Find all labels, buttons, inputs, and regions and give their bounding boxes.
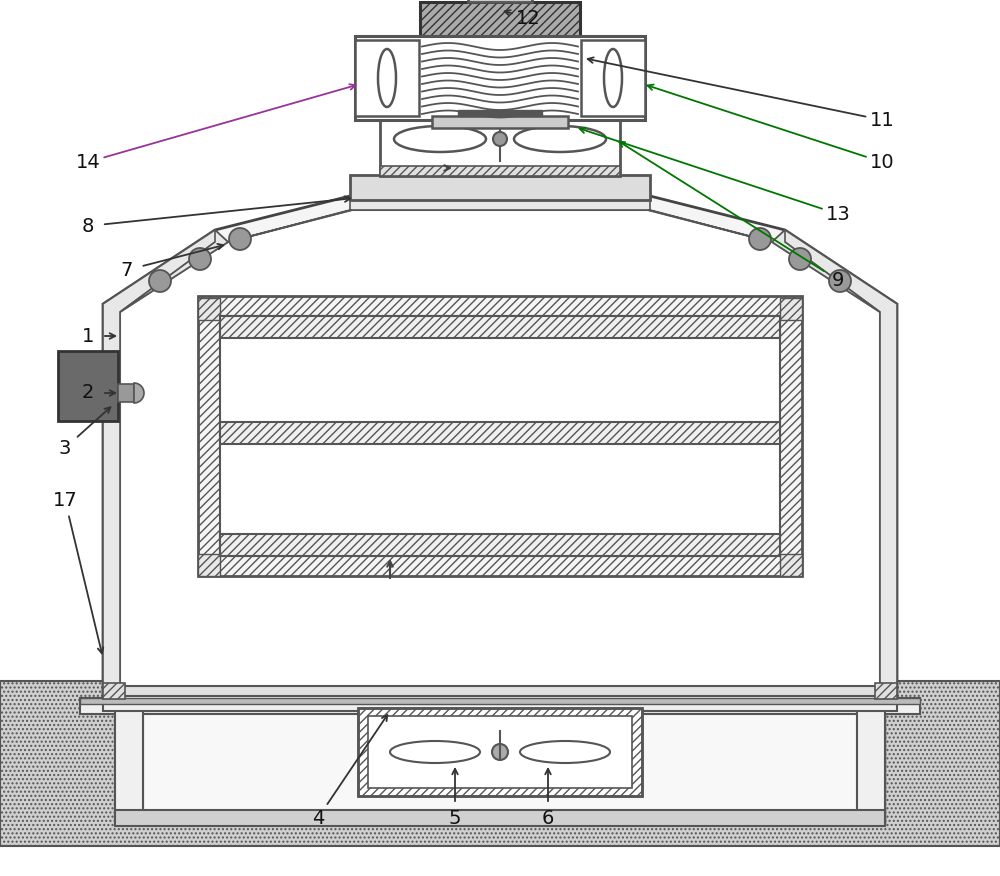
Polygon shape [120, 210, 880, 694]
Bar [358, 708, 642, 796]
Bar [220, 534, 780, 556]
Polygon shape [772, 230, 897, 694]
Bar [380, 98, 620, 176]
Bar [857, 701, 885, 821]
Polygon shape [350, 196, 650, 210]
Bar [581, 40, 645, 116]
Bar [103, 686, 897, 698]
Text: 1: 1 [82, 327, 94, 345]
Bar [220, 316, 780, 556]
Text: 12: 12 [516, 9, 540, 27]
Bar [115, 810, 885, 826]
Bar [198, 298, 220, 320]
Bar [450, 148, 550, 176]
Text: 10: 10 [870, 152, 894, 172]
Bar [115, 701, 143, 821]
Circle shape [829, 270, 851, 292]
Text: 11: 11 [870, 110, 894, 130]
Circle shape [789, 248, 811, 270]
Text: 7: 7 [121, 260, 133, 279]
Bar [103, 696, 897, 711]
Bar [220, 316, 780, 338]
Bar [468, 0, 532, 2]
Ellipse shape [390, 741, 480, 763]
Ellipse shape [514, 126, 606, 152]
Polygon shape [103, 196, 897, 698]
Ellipse shape [394, 126, 486, 152]
Bar [80, 698, 920, 714]
Bar [380, 166, 620, 176]
Text: 4: 4 [312, 809, 324, 828]
Bar [780, 298, 802, 320]
Ellipse shape [520, 741, 610, 763]
Bar [58, 351, 118, 421]
Text: 3: 3 [59, 439, 71, 457]
Circle shape [749, 228, 771, 250]
Text: 8: 8 [82, 216, 94, 236]
Bar [115, 704, 885, 824]
Polygon shape [120, 210, 352, 312]
Circle shape [493, 132, 507, 146]
Bar [358, 708, 642, 796]
Text: 9: 9 [832, 271, 844, 289]
Bar [143, 698, 857, 810]
Bar [198, 554, 220, 576]
Text: 13: 13 [826, 204, 850, 223]
Wedge shape [134, 383, 144, 403]
Circle shape [149, 270, 171, 292]
Text: 2: 2 [82, 384, 94, 402]
Bar [355, 40, 419, 116]
Bar [355, 36, 645, 120]
Bar [350, 175, 650, 200]
Bar [118, 384, 134, 402]
Text: 5: 5 [449, 809, 461, 828]
Ellipse shape [604, 49, 622, 107]
Text: 14: 14 [76, 152, 100, 172]
Bar [458, 110, 542, 116]
Circle shape [189, 248, 211, 270]
Polygon shape [103, 230, 228, 694]
Polygon shape [648, 210, 880, 312]
Bar [0, 681, 1000, 846]
Bar [80, 698, 920, 704]
Circle shape [492, 744, 508, 760]
Bar [875, 683, 897, 699]
Bar [380, 98, 620, 108]
Bar [368, 716, 632, 788]
Ellipse shape [378, 49, 396, 107]
Text: 6: 6 [542, 809, 554, 828]
Text: 17: 17 [53, 491, 77, 510]
Circle shape [229, 228, 251, 250]
Bar [420, 2, 580, 90]
Bar [220, 422, 780, 444]
Bar [198, 296, 802, 576]
Bar [103, 683, 125, 699]
Bar [780, 554, 802, 576]
Bar [432, 116, 568, 128]
